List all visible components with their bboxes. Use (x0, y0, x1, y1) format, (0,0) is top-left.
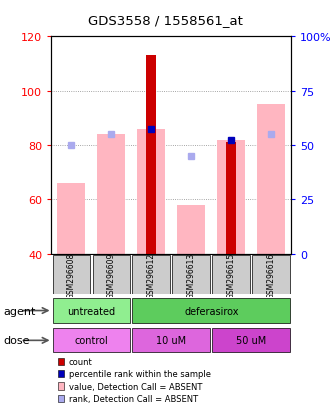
Text: 10 uM: 10 uM (156, 335, 186, 346)
Bar (132, 328, 210, 353)
Bar (132, 299, 290, 323)
Text: GSM296615: GSM296615 (227, 252, 236, 298)
Text: percentile rank within the sample: percentile rank within the sample (69, 369, 211, 378)
Text: dose: dose (3, 335, 30, 346)
Bar (177, 205, 205, 254)
Bar (226, 143, 236, 254)
Text: GDS3558 / 1558561_at: GDS3558 / 1558561_at (88, 14, 243, 27)
Bar (217, 140, 245, 254)
Text: GSM296612: GSM296612 (147, 252, 156, 298)
Text: GSM296609: GSM296609 (107, 252, 116, 298)
Bar (53, 299, 130, 323)
Bar (53, 328, 130, 353)
Bar (253, 256, 290, 294)
Bar (257, 105, 285, 254)
Bar (213, 328, 290, 353)
Text: GSM296613: GSM296613 (187, 252, 196, 298)
Bar (53, 256, 90, 294)
Bar (172, 256, 210, 294)
Bar (137, 129, 165, 254)
Bar (146, 56, 156, 254)
Text: GSM296616: GSM296616 (267, 252, 276, 298)
Text: deferasirox: deferasirox (184, 306, 239, 316)
Text: agent: agent (3, 306, 36, 316)
Bar (57, 183, 85, 254)
Text: value, Detection Call = ABSENT: value, Detection Call = ABSENT (69, 382, 202, 391)
Bar (132, 256, 170, 294)
Text: control: control (74, 335, 108, 346)
Text: rank, Detection Call = ABSENT: rank, Detection Call = ABSENT (69, 394, 198, 403)
Text: untreated: untreated (67, 306, 116, 316)
Bar (92, 256, 130, 294)
Text: GSM296608: GSM296608 (67, 252, 76, 298)
Text: 50 uM: 50 uM (236, 335, 266, 346)
Bar (97, 135, 125, 254)
Text: count: count (69, 357, 93, 366)
Bar (213, 256, 250, 294)
